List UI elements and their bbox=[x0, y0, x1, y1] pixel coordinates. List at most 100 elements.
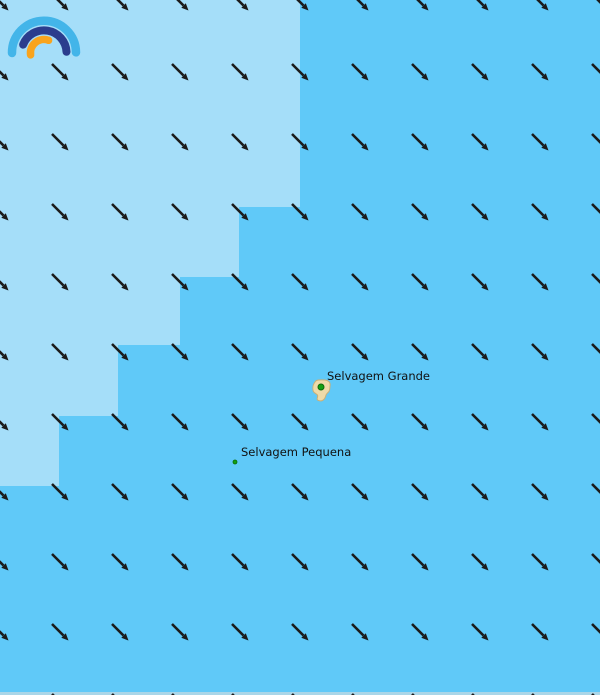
wind-arrow-icon bbox=[411, 203, 429, 221]
wind-arrow-icon bbox=[231, 63, 249, 81]
wind-arrow-icon bbox=[411, 413, 429, 431]
wind-arrow-icon bbox=[351, 63, 369, 81]
rainbow-logo-icon bbox=[7, 16, 81, 59]
island-label-selvagem-grande: Selvagem Grande bbox=[327, 369, 431, 383]
wind-arrow-icon bbox=[531, 553, 549, 571]
wind-arrow-icon bbox=[471, 273, 489, 291]
wind-arrow-icon bbox=[0, 630, 9, 641]
wind-arrow-icon bbox=[0, 350, 9, 361]
wind-arrow-icon bbox=[291, 203, 309, 221]
wind-arrow-icon bbox=[291, 273, 309, 291]
wind-arrow-icon bbox=[0, 0, 9, 11]
wind-arrow-icon bbox=[51, 203, 69, 221]
wind-arrow-icon bbox=[236, 0, 249, 11]
wind-arrow-icon bbox=[171, 133, 189, 151]
wind-arrow-icon bbox=[51, 63, 69, 81]
wind-arrow-icon bbox=[231, 343, 249, 361]
wind-arrow-icon bbox=[531, 623, 549, 641]
wind-arrow-icon bbox=[0, 490, 9, 501]
wind-arrow-icon bbox=[291, 63, 309, 81]
wind-arrow-icon bbox=[0, 420, 9, 431]
wind-arrow-icon bbox=[0, 560, 9, 571]
wind-arrow-icon bbox=[291, 623, 309, 641]
wind-arrow-icon bbox=[171, 483, 189, 501]
wind-arrow-icon bbox=[111, 133, 129, 151]
wind-arrow-icon bbox=[471, 63, 489, 81]
wind-arrow-icon bbox=[171, 343, 189, 361]
wind-arrow-icon bbox=[111, 343, 129, 361]
wind-arrow-icon bbox=[591, 203, 600, 214]
wind-arrow-icon bbox=[536, 0, 549, 11]
island-label-selvagem-pequena: Selvagem Pequena bbox=[241, 445, 352, 459]
wind-arrow-icon bbox=[411, 623, 429, 641]
wind-arrow-icon bbox=[231, 623, 249, 641]
wind-arrow-icon bbox=[111, 623, 129, 641]
wind-arrow-icon bbox=[351, 133, 369, 151]
wind-arrow-icon bbox=[356, 0, 369, 11]
wind-arrow-icon bbox=[291, 483, 309, 501]
wind-arrow-icon bbox=[411, 133, 429, 151]
wind-arrow-icon bbox=[531, 133, 549, 151]
wind-arrow-icon bbox=[231, 413, 249, 431]
wind-arrow-icon bbox=[171, 623, 189, 641]
wind-arrow-icon bbox=[51, 133, 69, 151]
wind-arrow-icon bbox=[171, 553, 189, 571]
wind-arrow-icon bbox=[0, 210, 9, 221]
wind-arrow-icon bbox=[531, 413, 549, 431]
wind-arrow-icon bbox=[51, 273, 69, 291]
wind-arrow-icon bbox=[471, 343, 489, 361]
wind-arrow-icon bbox=[351, 203, 369, 221]
wind-arrow-icon bbox=[351, 343, 369, 361]
wind-arrow-icon bbox=[291, 553, 309, 571]
selvagem-grande-dot bbox=[317, 383, 325, 391]
wind-arrow-icon bbox=[411, 483, 429, 501]
wind-arrow-icon bbox=[0, 280, 9, 291]
wind-arrow-icon bbox=[411, 273, 429, 291]
selvagem-pequena-dot bbox=[232, 459, 238, 465]
wind-arrow-icon bbox=[51, 623, 69, 641]
wind-arrow-icon bbox=[471, 483, 489, 501]
wind-arrow-icon bbox=[411, 553, 429, 571]
wind-arrow-icon bbox=[0, 140, 9, 151]
wind-arrow-icon bbox=[351, 553, 369, 571]
wind-arrow-icon bbox=[591, 133, 600, 144]
wind-arrow-icon bbox=[351, 483, 369, 501]
wind-arrow-icon bbox=[171, 203, 189, 221]
wind-arrow-icon bbox=[596, 0, 600, 4]
wind-arrow-icon bbox=[171, 273, 189, 291]
wind-arrow-icon bbox=[591, 623, 600, 634]
wind-arrow-icon bbox=[51, 553, 69, 571]
wind-arrow-icon bbox=[176, 0, 189, 11]
wind-arrow-icon bbox=[591, 483, 600, 494]
wind-arrow-icon bbox=[471, 133, 489, 151]
wind-arrow-icon bbox=[591, 553, 600, 564]
wind-arrow-icon bbox=[591, 63, 600, 74]
wind-arrow-icon bbox=[411, 63, 429, 81]
wind-arrow-icon bbox=[291, 343, 309, 361]
wind-arrow-icon bbox=[476, 0, 489, 11]
wind-arrow-icon bbox=[231, 273, 249, 291]
wind-arrow-icon bbox=[116, 0, 129, 11]
wind-arrow-icon bbox=[531, 203, 549, 221]
wind-arrow-icon bbox=[51, 483, 69, 501]
wind-arrow-icon bbox=[591, 343, 600, 354]
wind-arrow-icon bbox=[591, 273, 600, 284]
wind-arrow-icon bbox=[231, 203, 249, 221]
wind-arrow-icon bbox=[591, 413, 600, 424]
wind-arrow-icon bbox=[531, 63, 549, 81]
wind-arrow-icon bbox=[111, 553, 129, 571]
wind-arrow-icon bbox=[471, 623, 489, 641]
wind-arrow-icon bbox=[231, 483, 249, 501]
wind-arrow-icon bbox=[291, 133, 309, 151]
wind-arrow-icon bbox=[296, 0, 309, 11]
wind-arrow-icon bbox=[531, 483, 549, 501]
wind-arrow-icon bbox=[111, 63, 129, 81]
wind-arrow-icon bbox=[416, 0, 429, 11]
wind-arrow-icon bbox=[111, 203, 129, 221]
wind-arrow-icon bbox=[51, 413, 69, 431]
wind-arrow-icon bbox=[231, 133, 249, 151]
wind-arrow-icon bbox=[111, 273, 129, 291]
wind-arrow-icon bbox=[0, 70, 9, 81]
